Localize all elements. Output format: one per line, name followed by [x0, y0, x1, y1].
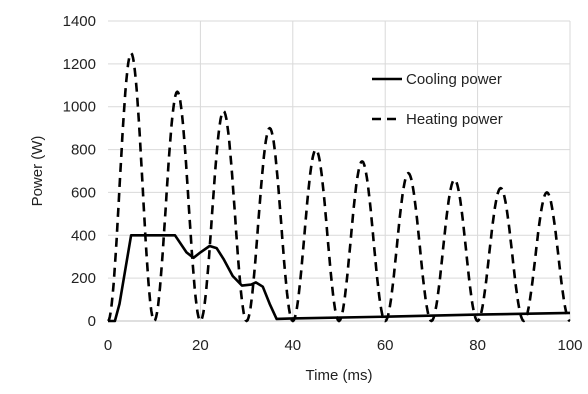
- x-tick-label: 80: [469, 337, 486, 354]
- x-tick-label: 20: [192, 337, 209, 354]
- legend: Cooling power Heating power: [372, 71, 503, 128]
- plot-area: [107, 51, 571, 323]
- tick-labels: 0 200 400 600 800 1000 1200 1400 0 20 40 60 80 100: [63, 13, 583, 354]
- y-tick-label: 1200: [63, 56, 96, 73]
- x-tick-label: 40: [284, 337, 301, 354]
- y-tick-label: 1400: [63, 13, 96, 30]
- series-line-heating: [107, 51, 571, 323]
- y-tick-label: 600: [71, 184, 96, 201]
- y-tick-label: 800: [71, 142, 96, 159]
- y-tick-label: 1000: [63, 99, 96, 116]
- x-tick-label: 100: [557, 337, 582, 354]
- y-tick-label: 0: [88, 313, 96, 330]
- y-axis-title: Power (W): [29, 136, 46, 207]
- legend-label-heating: Heating power: [406, 111, 503, 128]
- y-tick-label: 200: [71, 270, 96, 287]
- x-axis-title: Time (ms): [306, 367, 373, 384]
- gridlines: [108, 20, 571, 322]
- legend-label-cooling: Cooling power: [406, 71, 502, 88]
- y-tick-label: 400: [71, 227, 96, 244]
- x-tick-label: 60: [377, 337, 394, 354]
- x-tick-label: 0: [104, 337, 112, 354]
